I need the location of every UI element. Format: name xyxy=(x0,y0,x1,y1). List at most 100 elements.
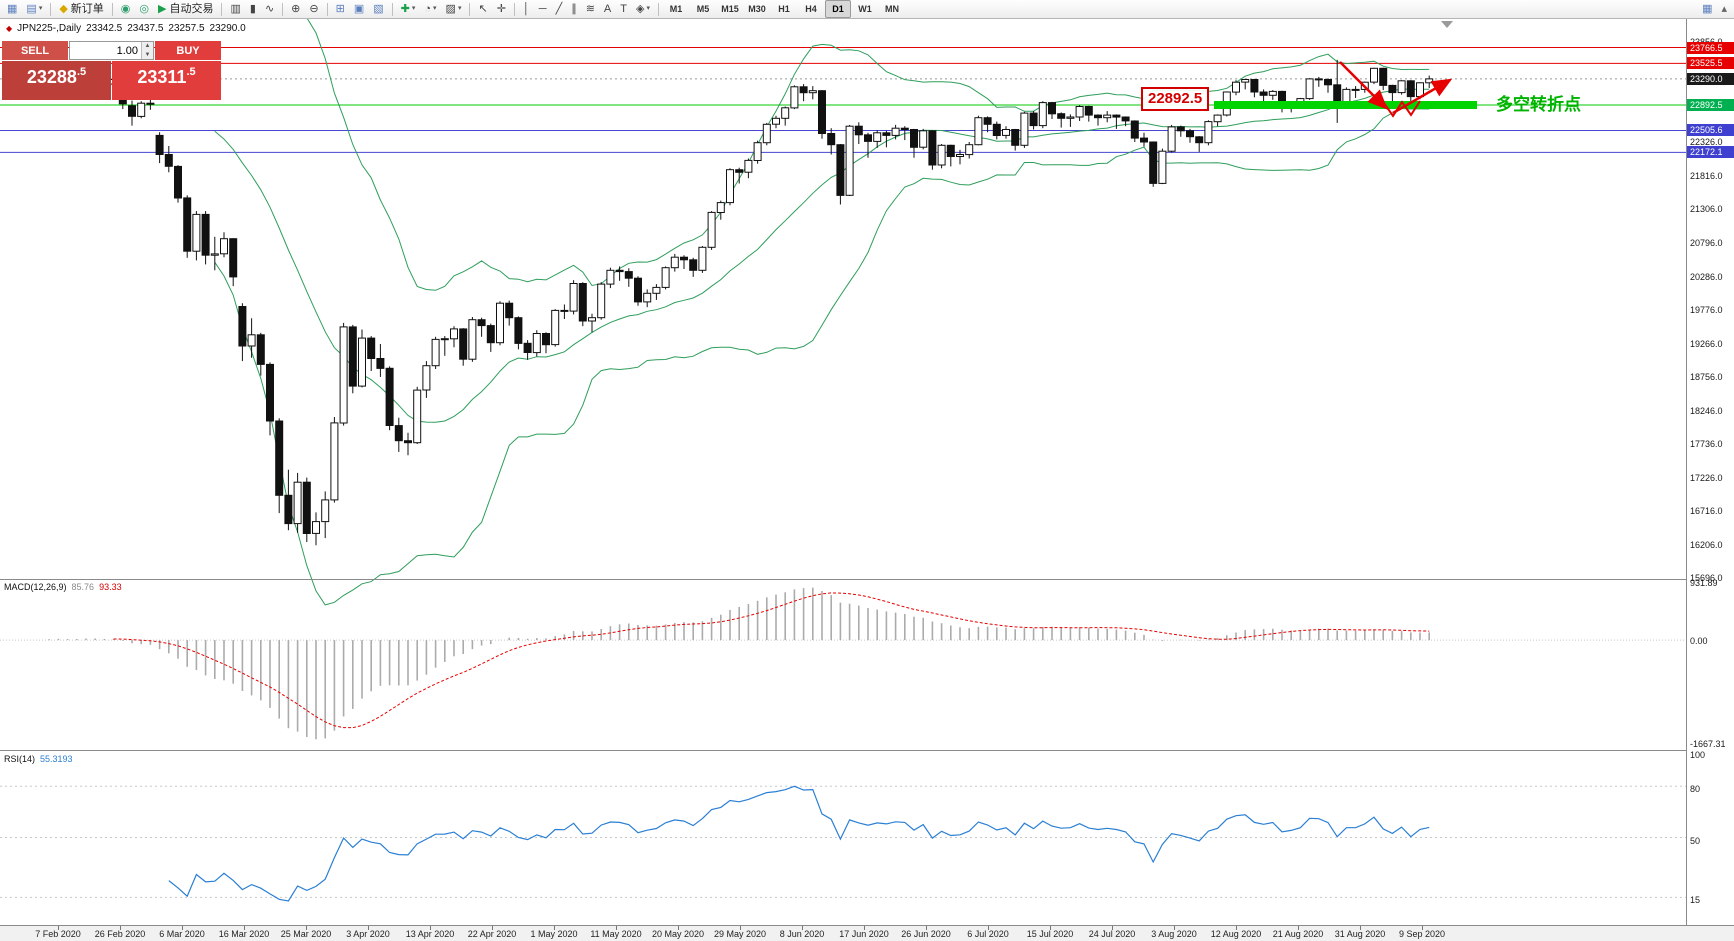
vertical-line-button[interactable]: │ xyxy=(519,0,534,18)
signals-button[interactable]: ◉ xyxy=(117,0,135,18)
buy-button[interactable]: BUY xyxy=(155,41,221,60)
data-window-icon: ▣ xyxy=(353,3,365,15)
crosshair-button[interactable]: ✛ xyxy=(493,0,510,18)
toolbar-separator xyxy=(221,2,223,16)
date-label: 26 Jun 2020 xyxy=(901,929,951,939)
horizontal-line-button[interactable]: ─ xyxy=(535,0,551,18)
timeframe-m30-button[interactable]: M30 xyxy=(748,4,766,14)
candle-body xyxy=(716,202,725,214)
new-order-button[interactable]: ◆ 新订单 xyxy=(55,0,107,18)
timeframe-h4-button[interactable]: H4 xyxy=(805,4,817,14)
chart-candles-button[interactable]: ▮ xyxy=(246,0,260,18)
candle-body xyxy=(891,127,900,136)
candle-body xyxy=(183,197,192,252)
candle-body xyxy=(1020,112,1029,146)
shapes-button[interactable]: ◈ ▾ xyxy=(632,0,654,18)
price-tick-label: 18756.0 xyxy=(1690,372,1723,383)
candle-body xyxy=(781,107,790,119)
candle-body xyxy=(321,499,330,523)
price-tick-label: 19776.0 xyxy=(1690,305,1723,316)
chart-line-button[interactable]: ∿ xyxy=(261,0,278,18)
candle-body xyxy=(459,328,468,360)
horizontal-line-icon: ─ xyxy=(538,3,547,15)
date-tick xyxy=(802,926,803,930)
time-axis[interactable]: 7 Feb 2020 26 Feb 2020 6 Mar 2020 16 Mar 20… xyxy=(0,925,1734,941)
volume-input[interactable] xyxy=(70,42,142,59)
date-tick xyxy=(864,926,865,930)
bollinger-upper xyxy=(214,0,1430,291)
timeframe-w1-button[interactable]: W1 xyxy=(858,4,872,14)
channel-button[interactable]: ∥ xyxy=(567,0,581,18)
candle-body xyxy=(1084,106,1093,116)
date-label: 12 Aug 2020 xyxy=(1210,929,1262,939)
indicators-button[interactable]: ✚ ▾ xyxy=(397,0,420,18)
candle-body xyxy=(1038,102,1047,127)
sell-button[interactable]: SELL xyxy=(2,41,68,60)
tile-windows-button[interactable]: ⊞ xyxy=(332,0,349,18)
price-main: 23288 xyxy=(26,67,77,87)
candle-body xyxy=(1379,67,1388,86)
volume-up-button[interactable]: ▲ xyxy=(142,42,153,51)
timeframe-mn-button[interactable]: MN xyxy=(884,4,899,14)
market-icon: ◎ xyxy=(139,3,150,15)
text-button[interactable]: A xyxy=(600,0,615,18)
new-chart-button[interactable]: ▦ xyxy=(3,0,21,18)
navigator-button[interactable]: ▧ xyxy=(369,0,387,18)
title-open: 23342.5 xyxy=(86,23,123,34)
candle-body xyxy=(956,154,964,157)
fibonacci-button[interactable]: ≋ xyxy=(582,0,599,18)
buy-price-button[interactable]: 23311.5 xyxy=(112,61,221,100)
toolbar-separator xyxy=(657,2,659,16)
timeframe-m1-button[interactable]: M1 xyxy=(669,4,683,14)
profiles-button[interactable]: ▤ ▾ xyxy=(22,0,46,18)
candle-body xyxy=(854,125,863,136)
data-window-button[interactable]: ▣ xyxy=(350,0,368,18)
chart-bars-button[interactable]: ▥ xyxy=(226,0,244,18)
cursor-button[interactable]: ↖ xyxy=(474,0,491,18)
candle-body xyxy=(1425,78,1434,84)
candle-body xyxy=(965,144,974,156)
autotrading-icon: ▶ xyxy=(158,3,167,15)
candle-body xyxy=(597,283,606,319)
macd-tick-label: -1667.31 xyxy=(1690,739,1726,750)
candle-body xyxy=(1140,137,1148,143)
date-label: 7 Feb 2020 xyxy=(35,929,81,939)
price-tick-label: 22326.0 xyxy=(1690,137,1723,148)
candle-body xyxy=(836,144,845,196)
candle-body xyxy=(864,134,872,142)
rsi-name: RSI(14) xyxy=(4,754,36,764)
price-axis[interactable]: 23856.022326.021816.021306.020796.020286… xyxy=(1687,19,1734,925)
bollinger-middle xyxy=(214,88,1430,423)
text-label-button[interactable]: T xyxy=(616,0,631,18)
timeframe-m15-button[interactable]: M15 xyxy=(721,4,739,14)
date-tick xyxy=(244,926,245,930)
chart-window-button[interactable]: ▦ xyxy=(1698,0,1716,18)
candle-body xyxy=(394,425,403,442)
timeframe-d1-button[interactable]: D1 xyxy=(824,0,851,18)
scroll-up-button[interactable]: ▴ xyxy=(1717,0,1731,18)
candle-body xyxy=(974,117,983,146)
periods-button[interactable]: ◔ ▾ xyxy=(420,0,440,18)
candle-body xyxy=(799,86,808,94)
price-tick-label: 16206.0 xyxy=(1690,539,1723,550)
zoom-out-button[interactable]: ⊖ xyxy=(305,0,322,18)
price-tick-label: 20796.0 xyxy=(1690,237,1723,248)
toolbar-separator xyxy=(111,2,113,16)
candle-body xyxy=(983,117,992,125)
market-button[interactable]: ◎ xyxy=(135,0,153,18)
price-tick-label: 17736.0 xyxy=(1690,439,1723,450)
sell-price-button[interactable]: 23288.5 xyxy=(2,61,111,100)
autotrading-button[interactable]: ▶ 自动交易 xyxy=(154,0,217,18)
timeframe-h1-button[interactable]: H1 xyxy=(778,4,790,14)
timeframe-m5-button[interactable]: M5 xyxy=(696,4,710,14)
zoom-in-button[interactable]: ⊕ xyxy=(287,0,304,18)
templates-button[interactable]: ▨ ▾ xyxy=(442,0,466,18)
trendline-button[interactable]: ╱ xyxy=(552,0,567,18)
date-tick xyxy=(1050,926,1051,930)
tile-windows-icon: ⊞ xyxy=(335,3,345,15)
date-label: 17 Jun 2020 xyxy=(839,929,889,939)
candle-body xyxy=(238,306,247,347)
volume-down-button[interactable]: ▼ xyxy=(142,50,153,59)
chart-candles-icon: ▮ xyxy=(249,3,256,15)
